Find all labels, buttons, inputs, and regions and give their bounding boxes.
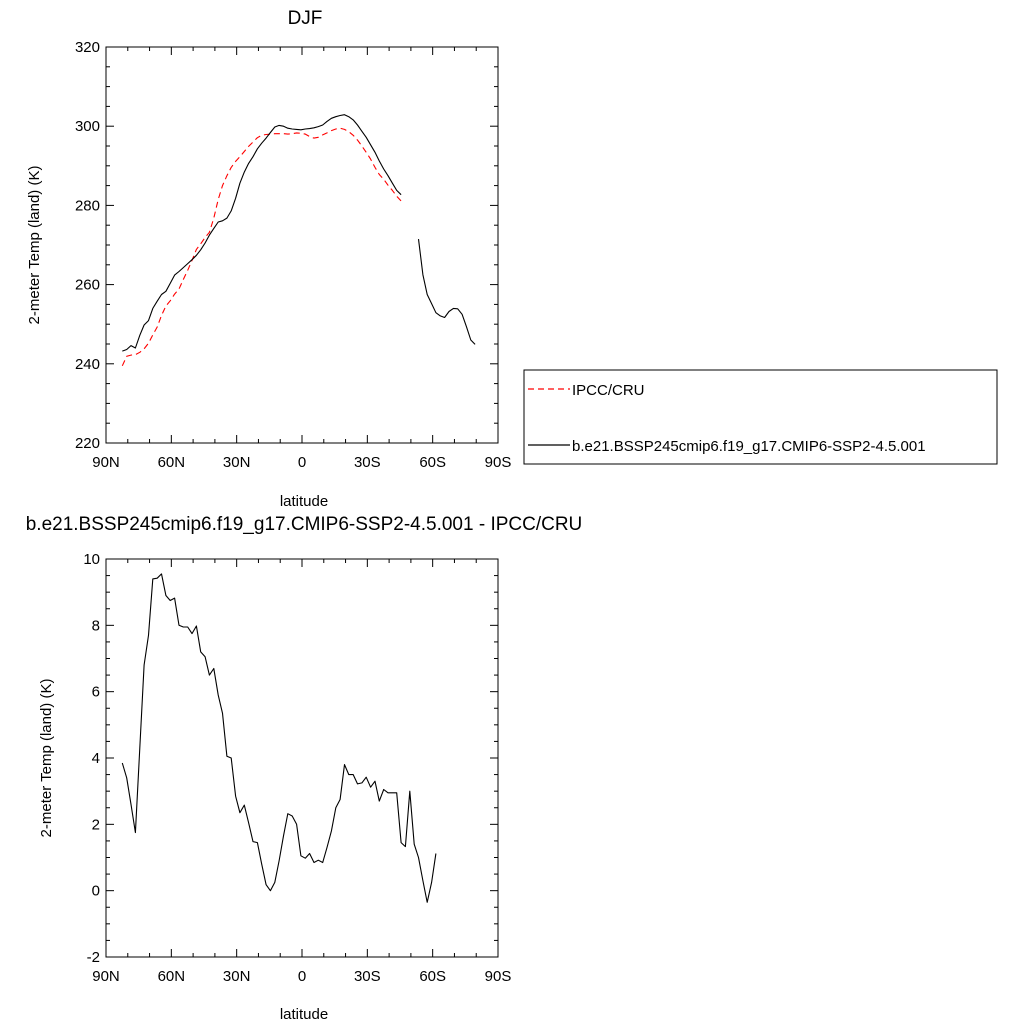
bottom-series-line-0-segment-0 [121,573,437,903]
top-x-tick-labels: 90N 60N 30N 0 30S 60S 90S [92,454,511,471]
y-tick-label: 4 [92,750,100,767]
y-tick-label: 320 [75,39,100,56]
x-tick-label: 30N [223,454,251,471]
top-series-line-1-segment-1 [417,239,476,345]
y-tick-label: 10 [83,551,100,568]
y-tick-label: 300 [75,118,100,135]
top-tick-marks [105,46,499,444]
top-plot-frame [105,46,499,444]
top-series-line-0-segment-0 [121,127,402,367]
y-tick-label: 220 [75,435,100,452]
y-tick-label: -2 [87,949,100,966]
x-tick-label: 30S [354,454,381,471]
y-tick-label: 280 [75,197,100,214]
legend-box [523,369,998,465]
y-tick-label: 260 [75,277,100,294]
top-y-axis-label: 2-meter Temp (land) (K) [26,166,43,325]
x-tick-label: 60N [158,968,186,985]
y-tick-label: 8 [92,617,100,634]
x-tick-label: 60S [419,454,446,471]
top-series-lines [121,114,476,367]
bottom-y-axis-label: 2-meter Temp (land) (K) [38,679,55,838]
x-tick-label: 90S [485,454,512,471]
bottom-plot-frame [105,558,499,958]
top-x-axis-label: latitude [280,493,328,510]
y-tick-label: 0 [92,883,100,900]
y-tick-label: 6 [92,684,100,701]
y-tick-label: 2 [92,816,100,833]
legend-label-model: b.e21.BSSP245cmip6.f19_g17.CMIP6-SSP2-4.… [572,438,926,455]
bottom-series-lines [121,573,437,903]
x-tick-label: 90N [92,454,120,471]
bottom-panel: b.e21.BSSP245cmip6.f19_g17.CMIP6-SSP2-4.… [26,514,583,1023]
bottom-tick-marks [105,558,499,958]
x-tick-label: 0 [298,968,306,985]
legend: IPCC/CRU b.e21.BSSP245cmip6.f19_g17.CMIP… [523,369,998,465]
bottom-x-tick-labels: 90N 60N 30N 0 30S 60S 90S [92,968,511,985]
x-tick-label: 60N [158,454,186,471]
x-tick-label: 30N [223,968,251,985]
top-series-line-1-segment-0 [122,114,402,352]
bottom-y-tick-labels: -2 0 2 4 6 8 10 [83,551,100,966]
legend-label-ipcc-cru: IPCC/CRU [572,382,645,399]
x-tick-label: 0 [298,454,306,471]
bottom-chart-title: b.e21.BSSP245cmip6.f19_g17.CMIP6-SSP2-4.… [26,514,583,535]
top-chart-title: DJF [288,8,323,29]
bottom-x-axis-label: latitude [280,1006,328,1023]
x-tick-label: 90N [92,968,120,985]
x-tick-label: 30S [354,968,381,985]
x-tick-label: 90S [485,968,512,985]
x-tick-label: 60S [419,968,446,985]
top-y-tick-labels: 220 240 260 280 300 320 [75,39,100,452]
y-tick-label: 240 [75,356,100,373]
